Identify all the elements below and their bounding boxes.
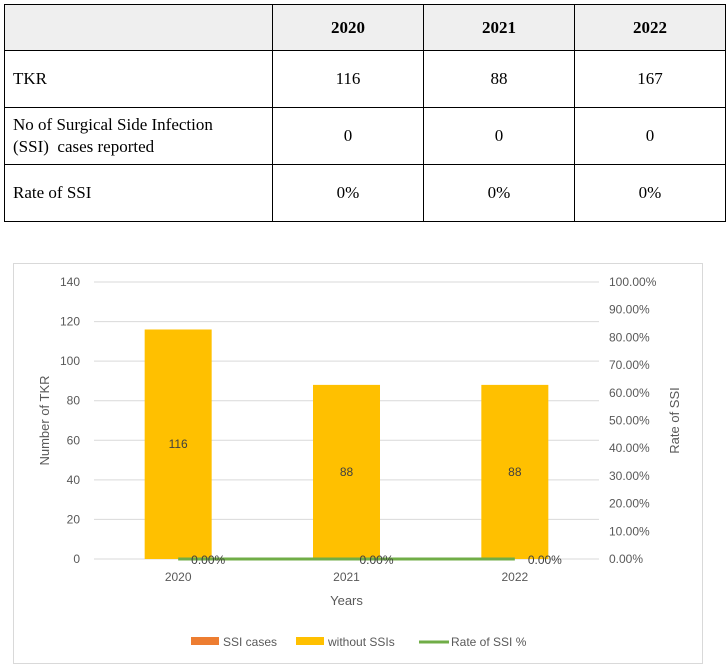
table-row-rate: Rate of SSI 0% 0% 0% bbox=[4, 164, 726, 222]
line-data-label: 0.00% bbox=[528, 553, 562, 567]
y2-tick-label: 60.00% bbox=[609, 386, 650, 400]
table-cell: 0% bbox=[272, 164, 424, 222]
x-tick-label: 2020 bbox=[165, 570, 192, 584]
bar-data-label: 116 bbox=[169, 437, 188, 451]
y2-tick-label: 50.00% bbox=[609, 414, 650, 428]
y2-tick-label: 20.00% bbox=[609, 497, 650, 511]
y2-tick-label: 90.00% bbox=[609, 303, 650, 317]
table-cell: 0 bbox=[272, 107, 424, 165]
y-tick-label: 20 bbox=[67, 512, 81, 526]
bar-data-label: 88 bbox=[340, 465, 354, 479]
y-tick-label: 0 bbox=[73, 552, 80, 566]
y2-tick-label: 30.00% bbox=[609, 469, 650, 483]
table-header-row: 2020 2021 2022 bbox=[4, 4, 726, 51]
table-cell: 116 bbox=[272, 50, 424, 108]
table-cell: 0 bbox=[574, 107, 726, 165]
bar bbox=[144, 329, 212, 559]
chart-canvas: 0 20 40 60 80 100 120 140 0.00% 10.00% 20.00% 30.00… bbox=[37, 275, 682, 649]
x-axis-title: Years bbox=[330, 593, 363, 608]
table-cell: 0% bbox=[423, 164, 575, 222]
x-tick-label: 2022 bbox=[501, 570, 528, 584]
row-label-ssi-cases: No of Surgical Side Infection (SSI) cases… bbox=[4, 107, 273, 165]
legend-entry: Rate of SSI % bbox=[451, 635, 527, 649]
table-cell: 88 bbox=[423, 50, 575, 108]
y-tick-label: 120 bbox=[60, 315, 80, 329]
table-corner-cell bbox=[4, 4, 273, 51]
legend-swatch bbox=[191, 637, 219, 645]
table-cell: 167 bbox=[574, 50, 726, 108]
y2-tick-label: 40.00% bbox=[609, 441, 650, 455]
row-label-line: No of Surgical Side Infection bbox=[13, 115, 213, 134]
legend-entry: without SSIs bbox=[327, 635, 395, 649]
table-header-2020: 2020 bbox=[272, 4, 424, 51]
legend-swatch bbox=[296, 637, 324, 645]
table-cell: 0 bbox=[423, 107, 575, 165]
line-data-label: 0.00% bbox=[191, 553, 225, 567]
y-axis-title: Number of TKR bbox=[37, 375, 52, 465]
y2-tick-label: 70.00% bbox=[609, 358, 650, 372]
y-tick-label: 40 bbox=[67, 473, 81, 487]
line-data-label: 0.00% bbox=[360, 553, 394, 567]
y2-tick-label: 80.00% bbox=[609, 330, 650, 344]
legend-entry: SSI cases bbox=[223, 635, 277, 649]
ssi-summary-table: 2020 2021 2022 TKR 116 88 167 No of Surg… bbox=[4, 4, 726, 222]
y2-axis-title: Rate of SSI bbox=[667, 387, 682, 453]
y-tick-label: 100 bbox=[60, 354, 80, 368]
bar bbox=[313, 384, 380, 559]
y-tick-label: 80 bbox=[67, 394, 81, 408]
table-cell: 0% bbox=[574, 164, 726, 222]
x-tick-label: 2021 bbox=[333, 570, 360, 584]
table-header-2021: 2021 bbox=[423, 4, 575, 51]
tkr-ssi-chart: 0 20 40 60 80 100 120 140 0.00% 10.00% 20.00% 30.00… bbox=[13, 263, 703, 664]
table-row-tkr: TKR 116 88 167 bbox=[4, 50, 726, 108]
row-label-tkr: TKR bbox=[4, 50, 273, 108]
bar-data-label: 88 bbox=[508, 465, 522, 479]
table-header-2022: 2022 bbox=[574, 4, 726, 51]
y2-tick-label: 0.00% bbox=[609, 552, 643, 566]
table-row-ssi-cases: No of Surgical Side Infection (SSI) cases… bbox=[4, 107, 726, 165]
bar bbox=[481, 384, 549, 559]
y-tick-label: 140 bbox=[60, 275, 80, 289]
y2-tick-label: 100.00% bbox=[609, 275, 657, 289]
row-label-rate: Rate of SSI bbox=[4, 164, 273, 222]
y2-tick-label: 10.00% bbox=[609, 524, 650, 538]
row-label-line: (SSI) cases reported bbox=[13, 137, 155, 156]
y-tick-label: 60 bbox=[67, 433, 81, 447]
